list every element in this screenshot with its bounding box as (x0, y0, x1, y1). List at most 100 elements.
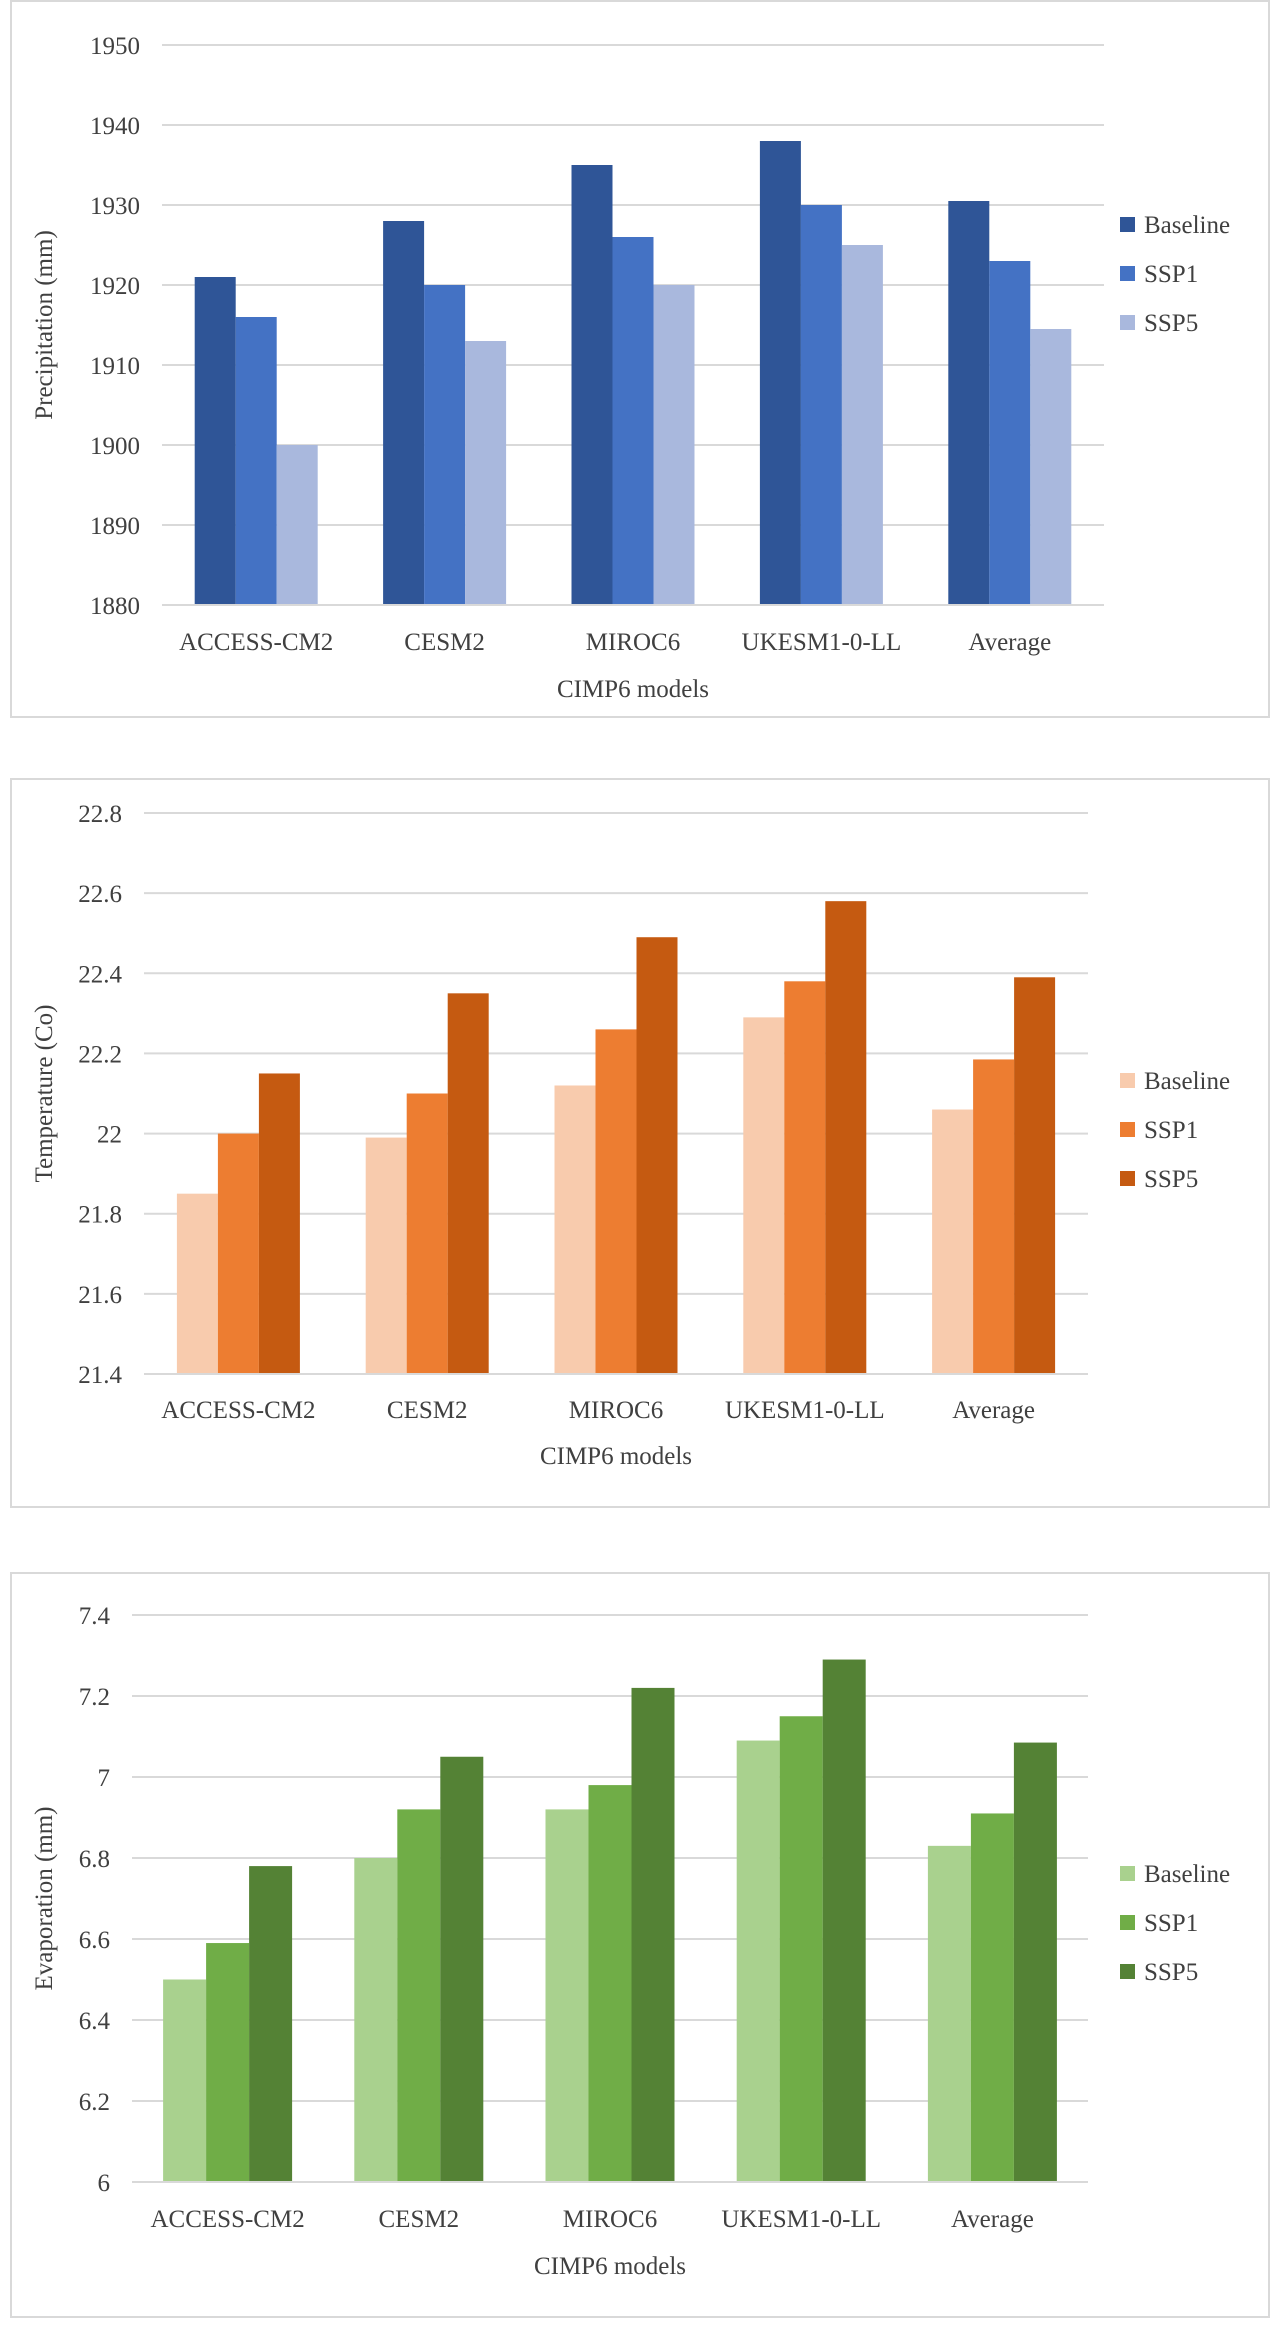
precipitation-bar-ssp5-ukesm1-0-ll (841, 245, 883, 605)
temperature-legend-label-ssp1: SSP1 (1144, 1117, 1198, 1144)
temperature-bar-ssp5-cesm2 (447, 993, 489, 1374)
evaporation-x-category-label: ACCESS-CM2 (150, 2206, 304, 2233)
evaporation-bar-baseline-cesm2 (354, 1858, 398, 2182)
precipitation-y-tick-label: 1900 (90, 433, 140, 460)
temperature-y-tick-label: 21.8 (78, 1202, 122, 1229)
precipitation-bar-ssp5-miroc6 (653, 285, 695, 605)
precipitation-y-tick-label: 1910 (90, 353, 140, 380)
evaporation-legend-label-ssp5: SSP5 (1144, 1959, 1198, 1986)
precipitation-bar-ssp5-average (1030, 329, 1072, 605)
evaporation-bar-ssp5-cesm2 (440, 1756, 484, 2182)
precipitation-bar-ssp1-miroc6 (612, 237, 654, 605)
precipitation-legend-label-ssp5: SSP5 (1144, 310, 1198, 337)
temperature-bar-ssp5-miroc6 (636, 937, 678, 1374)
temperature-legend-swatch-baseline (1120, 1073, 1135, 1088)
precipitation-bar-baseline-cesm2 (383, 221, 425, 605)
precipitation-legend-label-baseline: Baseline (1144, 212, 1230, 239)
precipitation-y-tick-label: 1930 (90, 193, 140, 220)
precipitation-chart-panel: 1880 1890 1900 1910 1920 1930 1940 1950 ACCESS-C… (10, 0, 1270, 718)
temperature-bar-ssp1-access-cm2 (217, 1133, 259, 1374)
precipitation-bar-baseline-average (948, 201, 990, 605)
precipitation-bar-ssp1-access-cm2 (235, 317, 277, 605)
temperature-y-tick-label: 22.8 (78, 801, 122, 828)
temperature-y-tick-label: 21.4 (78, 1362, 122, 1389)
temperature-bar-ssp5-average (1014, 977, 1056, 1374)
temperature-x-category-label: UKESM1-0-LL (725, 1397, 885, 1424)
precipitation-bar-ssp5-access-cm2 (276, 445, 318, 605)
evaporation-legend-swatch-baseline (1120, 1866, 1135, 1881)
temperature-legend-swatch-ssp5 (1120, 1171, 1135, 1186)
temperature-bar-ssp1-miroc6 (595, 1029, 637, 1374)
evaporation-x-category-label: Average (951, 2206, 1034, 2233)
evaporation-y-tick-label: 6.4 (79, 2008, 111, 2035)
evaporation-bar-ssp1-access-cm2 (206, 1943, 250, 2182)
evaporation-bar-baseline-ukesm1-0-ll (736, 1740, 780, 2182)
temperature-bar-baseline-cesm2 (365, 1137, 407, 1374)
evaporation-bar-ssp5-average (1013, 1742, 1057, 2182)
precipitation-y-tick-label: 1890 (90, 513, 140, 540)
precipitation-bar-baseline-access-cm2 (194, 277, 236, 605)
temperature-bar-baseline-average (932, 1109, 974, 1374)
precipitation-y-tick-label: 1920 (90, 273, 140, 300)
precipitation-legend-label-ssp1: SSP1 (1144, 261, 1198, 288)
precipitation-bar-baseline-ukesm1-0-ll (759, 141, 801, 605)
precipitation-y-axis-title: Precipitation (mm) (31, 230, 58, 420)
precipitation-y-tick-label: 1880 (90, 593, 140, 620)
temperature-legend-label-baseline: Baseline (1144, 1068, 1230, 1095)
evaporation-y-tick-label: 6.2 (79, 2089, 110, 2116)
precipitation-y-tick-label: 1950 (90, 33, 140, 60)
temperature-bar-ssp1-cesm2 (406, 1093, 448, 1374)
evaporation-bar-ssp1-cesm2 (397, 1809, 441, 2182)
precipitation-y-tick-label: 1940 (90, 113, 140, 140)
evaporation-bar-ssp1-average (970, 1813, 1014, 2182)
evaporation-x-axis-title: CIMP6 models (534, 2253, 686, 2280)
temperature-bar-ssp5-access-cm2 (258, 1073, 300, 1374)
temperature-y-tick-label: 21.6 (78, 1282, 122, 1309)
precipitation-x-category-label: MIROC6 (586, 629, 680, 656)
evaporation-chart-panel: 6 6.2 6.4 6.6 6.8 7 7.2 7.4 ACCESS-CM2 CESM2 MIROC… (10, 1572, 1270, 2318)
temperature-bar-baseline-ukesm1-0-ll (743, 1017, 785, 1374)
evaporation-x-category-label: CESM2 (379, 2206, 460, 2233)
evaporation-y-tick-label: 6.6 (79, 1927, 110, 1954)
precipitation-bar-ssp5-cesm2 (465, 341, 507, 605)
evaporation-y-tick-label: 6 (98, 2170, 111, 2197)
evaporation-x-category-label: MIROC6 (563, 2206, 657, 2233)
temperature-bar-baseline-access-cm2 (176, 1193, 218, 1374)
temperature-bar-ssp1-ukesm1-0-ll (784, 981, 826, 1374)
evaporation-bar-ssp5-ukesm1-0-ll (822, 1659, 866, 2182)
temperature-bar-baseline-miroc6 (554, 1085, 596, 1374)
evaporation-bar-ssp1-miroc6 (588, 1785, 632, 2182)
temperature-chart: 21.4 21.6 21.8 22 22.2 22.4 22.6 22.8 ACCESS-CM2… (31, 801, 1230, 1470)
temperature-x-category-label: CESM2 (387, 1397, 468, 1424)
temperature-y-axis-title: Temperature (Co) (31, 1004, 58, 1182)
evaporation-legend-label-ssp1: SSP1 (1144, 1910, 1198, 1937)
precipitation-legend-swatch-ssp5 (1120, 315, 1135, 330)
precipitation-bar-ssp1-cesm2 (424, 285, 466, 605)
precipitation-legend-swatch-baseline (1120, 217, 1135, 232)
temperature-x-category-label: Average (952, 1397, 1035, 1424)
evaporation-bar-ssp1-ukesm1-0-ll (779, 1716, 823, 2182)
temperature-bar-ssp1-average (973, 1059, 1015, 1374)
precipitation-bar-ssp1-ukesm1-0-ll (800, 205, 842, 605)
evaporation-legend-label-baseline: Baseline (1144, 1861, 1230, 1888)
evaporation-legend-swatch-ssp5 (1120, 1964, 1135, 1979)
temperature-x-axis-title: CIMP6 models (540, 1443, 692, 1470)
evaporation-bar-ssp5-miroc6 (631, 1687, 675, 2182)
precipitation-bar-ssp1-average (989, 261, 1031, 605)
temperature-x-category-label: MIROC6 (569, 1397, 663, 1424)
evaporation-bar-baseline-average (927, 1845, 971, 2182)
precipitation-x-category-label: CESM2 (404, 629, 485, 656)
temperature-chart-panel: 21.4 21.6 21.8 22 22.2 22.4 22.6 22.8 ACCESS-CM2… (10, 778, 1270, 1508)
temperature-x-category-label: ACCESS-CM2 (161, 1397, 315, 1424)
precipitation-x-category-label: ACCESS-CM2 (179, 629, 333, 656)
temperature-y-tick-label: 22.4 (78, 961, 122, 988)
evaporation-y-tick-label: 7.2 (79, 1684, 110, 1711)
evaporation-bar-baseline-access-cm2 (163, 1979, 207, 2182)
evaporation-chart: 6 6.2 6.4 6.6 6.8 7 7.2 7.4 ACCESS-CM2 CESM2 MIROC… (31, 1603, 1230, 2280)
precipitation-chart: 1880 1890 1900 1910 1920 1930 1940 1950 ACCESS-C… (31, 33, 1230, 703)
temperature-y-tick-label: 22.6 (78, 881, 122, 908)
temperature-bar-ssp5-ukesm1-0-ll (825, 901, 867, 1374)
temperature-legend-label-ssp5: SSP5 (1144, 1166, 1198, 1193)
precipitation-x-axis-title: CIMP6 models (557, 676, 709, 703)
evaporation-y-tick-label: 7.4 (79, 1603, 111, 1630)
